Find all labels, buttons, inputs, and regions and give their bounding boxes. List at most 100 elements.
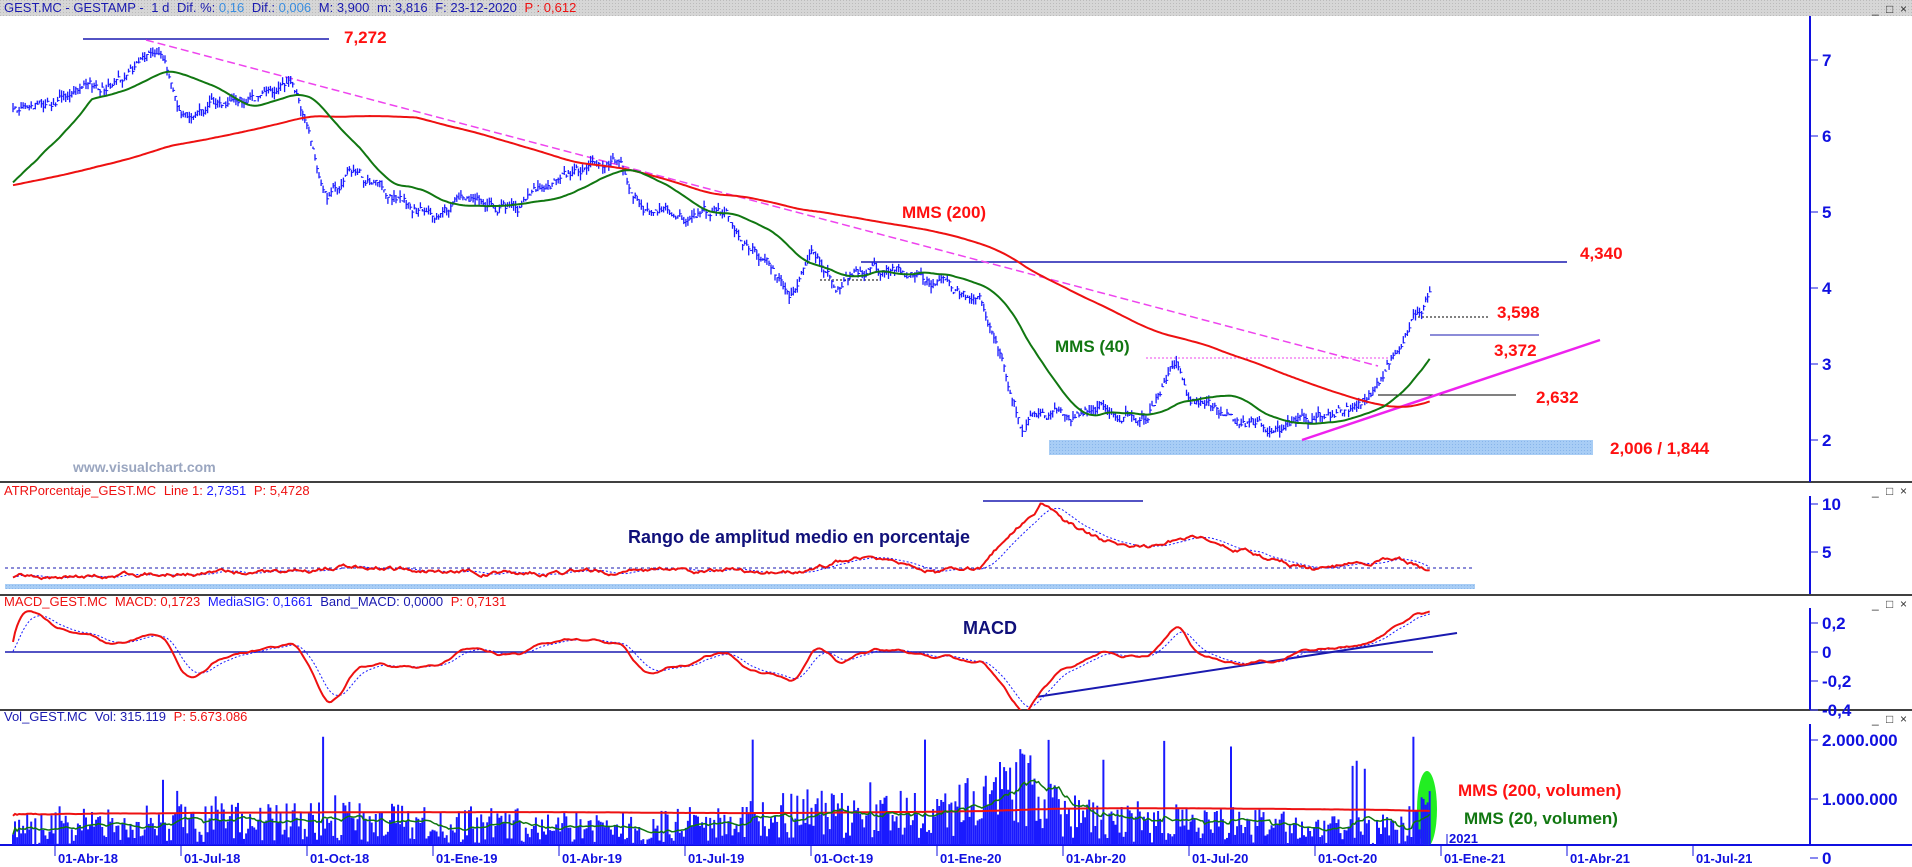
x-axis-tick-label: 01-Abr-21	[1570, 851, 1630, 866]
label-volume-mms20: MMS (20, volumen)	[1464, 809, 1618, 828]
axis-tick-label: -0,4	[1822, 701, 1852, 720]
axis-tick-label: 5	[1822, 203, 1831, 222]
x-axis-tick-label: 01-Ene-19	[436, 851, 497, 866]
maximize-button[interactable]: □	[1886, 484, 1893, 498]
macd-band-value: Band_MACD: 0,0000	[320, 594, 443, 609]
volume-p-value: P: 5.673.086	[174, 709, 248, 724]
label-4340: 4,340	[1580, 244, 1623, 263]
atr-line-value: 2,7351	[207, 483, 247, 498]
x-axis-tick-label: 01-Abr-18	[58, 851, 118, 866]
watermark: www.visualchart.com	[72, 459, 216, 475]
price-panel	[12, 38, 1601, 455]
macd-axis: 0,2 0 -0,2 -0,4	[1809, 608, 1852, 720]
x-axis-tick-label: 01-Ene-21	[1444, 851, 1505, 866]
x-axis-tick-label: 01-Abr-19	[562, 851, 622, 866]
macd-name: MACD_GEST.MC	[4, 594, 107, 609]
axis-tick-label: 0,2	[1822, 614, 1846, 633]
minimize-button[interactable]: _	[1871, 712, 1879, 726]
minimize-button[interactable]: _	[1871, 484, 1879, 498]
maximize-button[interactable]: □	[1886, 712, 1893, 726]
label-volume-mms200: MMS (200, volumen)	[1458, 781, 1621, 800]
support-band	[1049, 440, 1593, 455]
macd-line	[12, 610, 1431, 710]
close-button[interactable]: ×	[1900, 597, 1907, 611]
atr-panel	[5, 500, 1475, 589]
volume-mms20-line	[12, 779, 1431, 835]
atr-line	[12, 502, 1430, 581]
axis-tick-label: 3	[1822, 355, 1831, 374]
atr-axis: 10 5	[1809, 495, 1841, 594]
dif-pct-value: 0,16	[219, 0, 244, 15]
period: 1 d	[151, 0, 169, 15]
label-mms200: MMS (200)	[902, 203, 986, 222]
axis-tick-label: 6	[1822, 127, 1831, 146]
close-button[interactable]: ×	[1900, 2, 1907, 16]
volume-mms200-line	[12, 807, 1430, 817]
axis-tick-label: 2.000.000	[1822, 731, 1898, 750]
label-2632: 2,632	[1536, 388, 1579, 407]
axis-tick-label: 4	[1822, 279, 1832, 298]
axis-tick-label: 1.000.000	[1822, 790, 1898, 809]
window-controls: _ □ × _ □ × _ □ × _ □ ×	[1871, 2, 1907, 726]
atr-line-label: Line 1:	[164, 483, 203, 498]
macd-p-value: P: 0,7131	[451, 594, 507, 609]
uptrend-line	[1301, 338, 1601, 442]
axis-tick-label: -0,2	[1822, 672, 1851, 691]
dif-value: 0,006	[279, 0, 312, 15]
min-value: m: 3,816	[377, 0, 428, 15]
label-7272: 7,272	[344, 28, 387, 47]
mms200-line	[12, 114, 1431, 408]
atr-p-value: P: 5,4728	[254, 483, 310, 498]
axis-tick-label: 2	[1822, 431, 1831, 450]
atr-header: ATRPorcentaje_GEST.MC Line 1: 2,7351 P: …	[4, 483, 310, 498]
downtrend-line	[145, 39, 1379, 367]
p-value: P : 0,612	[525, 0, 577, 15]
x-axis-tick-label: 01-Jul-20	[1192, 851, 1248, 866]
x-axis-tick-label: 01-Oct-18	[310, 851, 369, 866]
label-mms40: MMS (40)	[1055, 337, 1130, 356]
maximize-button[interactable]: □	[1886, 597, 1893, 611]
axis-tick-label: 5	[1822, 543, 1831, 562]
volume-header: Vol_GEST.MC Vol: 315.119 P: 5.673.086	[4, 709, 247, 724]
chart-header: GEST.MC - GESTAMP - 1 d Dif. %: 0,16 Dif…	[4, 0, 576, 15]
volume-panel	[12, 736, 1437, 845]
x-axis-tick-label: 01-Jul-19	[688, 851, 744, 866]
volume-axis: 2.000.000 1.000.000 0	[1809, 724, 1898, 867]
macd-title: MACD	[963, 618, 1017, 638]
atr-name: ATRPorcentaje_GEST.MC	[4, 483, 156, 498]
x-axis-tick-label: 01-Abr-20	[1066, 851, 1126, 866]
label-3598: 3,598	[1497, 303, 1540, 322]
axis-tick-label: 7	[1822, 51, 1831, 70]
axis-tick-label: 10	[1822, 495, 1841, 514]
macd-signal-value: MediaSIG: 0,1661	[208, 594, 313, 609]
label-2006-1844: 2,006 / 1,844	[1610, 439, 1710, 458]
dif-label: Dif.:	[252, 0, 275, 15]
symbol: GEST.MC - GESTAMP -	[4, 0, 144, 15]
dif-pct-label: Dif. %:	[177, 0, 215, 15]
x-axis-tick-label: 01-Jul-18	[184, 851, 240, 866]
volume-value: Vol: 315.119	[95, 709, 166, 724]
mms40-line	[12, 70, 1431, 425]
label-3372: 3,372	[1494, 341, 1537, 360]
maximize-button[interactable]: □	[1886, 2, 1893, 16]
date-value: F: 23-12-2020	[435, 0, 517, 15]
x-axis-tick-label: 01-Oct-19	[814, 851, 873, 866]
x-axis-tick-label: 01-Ene-20	[940, 851, 1001, 866]
macd-header: MACD_GEST.MC MACD: 0,1723 MediaSIG: 0,16…	[4, 594, 506, 609]
axis-tick-label: 0	[1822, 849, 1831, 867]
close-button[interactable]: ×	[1900, 712, 1907, 726]
x-axis-tick-label: 01-Jul-21	[1696, 851, 1752, 866]
close-button[interactable]: ×	[1900, 484, 1907, 498]
minimize-button[interactable]: _	[1871, 2, 1879, 16]
atr-title: Rango de amplitud medio en porcentaje	[628, 527, 970, 547]
title-bar	[0, 0, 1912, 16]
volume-name: Vol_GEST.MC	[4, 709, 87, 724]
macd-panel	[5, 610, 1458, 710]
x-axis-tick-label: 01-Oct-20	[1318, 851, 1377, 866]
max-value: M: 3,900	[319, 0, 370, 15]
price-axis: 7 6 5 4 3 2	[1809, 16, 1832, 482]
minimize-button[interactable]: _	[1871, 597, 1879, 611]
year-marker: 2021	[1449, 831, 1478, 846]
macd-signal-line	[12, 613, 1430, 708]
